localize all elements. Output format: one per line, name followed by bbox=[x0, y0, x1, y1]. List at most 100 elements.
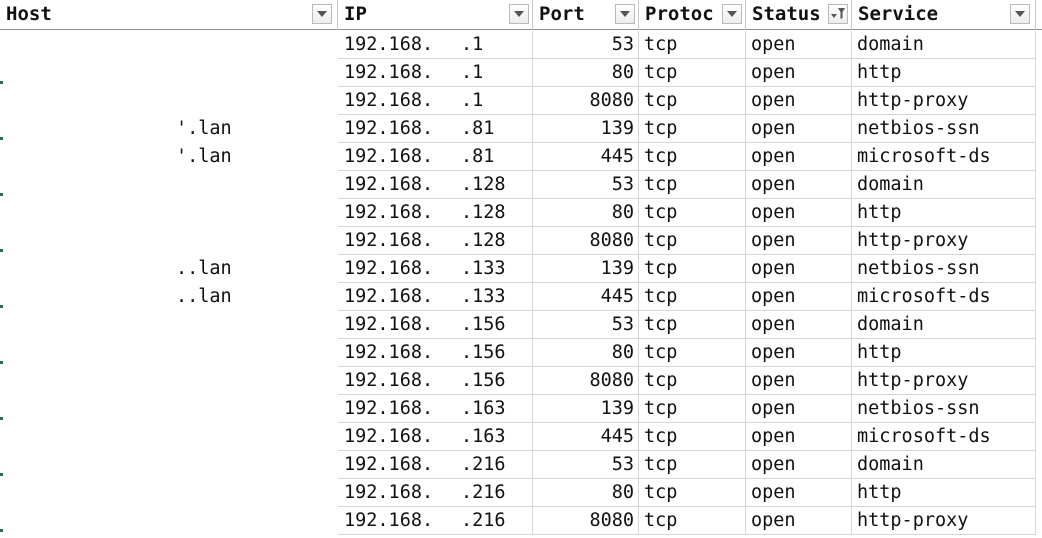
status-cell[interactable]: open bbox=[746, 31, 852, 59]
host-cell[interactable] bbox=[0, 339, 338, 367]
ip-cell[interactable]: 192.168. .216 bbox=[338, 479, 533, 507]
protocol-filter-button[interactable] bbox=[722, 4, 742, 24]
host-cell[interactable] bbox=[0, 171, 338, 199]
ip-cell[interactable]: 192.168. .156 bbox=[338, 339, 533, 367]
header-port[interactable]: Port bbox=[533, 0, 639, 30]
status-cell[interactable]: open bbox=[746, 367, 852, 395]
protocol-cell[interactable]: tcp bbox=[639, 367, 746, 395]
ip-cell[interactable]: 192.168. .81 bbox=[338, 143, 533, 171]
protocol-cell[interactable]: tcp bbox=[639, 283, 746, 311]
status-cell[interactable]: open bbox=[746, 423, 852, 451]
ip-cell[interactable]: 192.168. .1 bbox=[338, 31, 533, 59]
ip-cell[interactable]: 192.168. .128 bbox=[338, 227, 533, 255]
host-cell[interactable] bbox=[0, 227, 338, 255]
status-cell[interactable]: open bbox=[746, 115, 852, 143]
service-cell[interactable]: domain bbox=[852, 311, 1036, 339]
service-cell[interactable]: netbios-ssn bbox=[852, 255, 1036, 283]
header-status[interactable]: Status bbox=[746, 0, 852, 30]
protocol-cell[interactable]: tcp bbox=[639, 395, 746, 423]
protocol-cell[interactable]: tcp bbox=[639, 507, 746, 535]
protocol-cell[interactable]: tcp bbox=[639, 311, 746, 339]
service-filter-button[interactable] bbox=[1010, 4, 1030, 24]
port-filter-button[interactable] bbox=[615, 4, 635, 24]
ip-cell[interactable]: 192.168. .1 bbox=[338, 87, 533, 115]
ip-cell[interactable]: 192.168. .81 bbox=[338, 115, 533, 143]
service-cell[interactable]: netbios-ssn bbox=[852, 395, 1036, 423]
status-cell[interactable]: open bbox=[746, 339, 852, 367]
host-cell[interactable] bbox=[0, 507, 338, 535]
host-cell[interactable] bbox=[0, 199, 338, 227]
service-cell[interactable]: http-proxy bbox=[852, 227, 1036, 255]
service-cell[interactable]: microsoft-ds bbox=[852, 143, 1036, 171]
status-cell[interactable]: open bbox=[746, 479, 852, 507]
protocol-cell[interactable]: tcp bbox=[639, 115, 746, 143]
ip-cell[interactable]: 192.168. .156 bbox=[338, 311, 533, 339]
service-cell[interactable]: domain bbox=[852, 451, 1036, 479]
status-cell[interactable]: open bbox=[746, 59, 852, 87]
port-cell[interactable]: 80 bbox=[533, 59, 639, 87]
service-cell[interactable]: http bbox=[852, 339, 1036, 367]
protocol-cell[interactable]: tcp bbox=[639, 199, 746, 227]
port-cell[interactable]: 53 bbox=[533, 451, 639, 479]
ip-filter-button[interactable] bbox=[509, 4, 529, 24]
status-cell[interactable]: open bbox=[746, 171, 852, 199]
host-cell[interactable] bbox=[0, 451, 338, 479]
host-cell[interactable]: ..lan bbox=[0, 283, 338, 311]
port-cell[interactable]: 8080 bbox=[533, 227, 639, 255]
host-cell[interactable] bbox=[0, 395, 338, 423]
service-cell[interactable]: domain bbox=[852, 31, 1036, 59]
port-cell[interactable]: 445 bbox=[533, 423, 639, 451]
port-cell[interactable]: 445 bbox=[533, 143, 639, 171]
protocol-cell[interactable]: tcp bbox=[639, 171, 746, 199]
status-cell[interactable]: open bbox=[746, 311, 852, 339]
host-cell[interactable] bbox=[0, 367, 338, 395]
protocol-cell[interactable]: tcp bbox=[639, 255, 746, 283]
service-cell[interactable]: microsoft-ds bbox=[852, 283, 1036, 311]
host-filter-button[interactable] bbox=[312, 4, 332, 24]
service-cell[interactable]: http bbox=[852, 479, 1036, 507]
header-protocol[interactable]: Protoc bbox=[639, 0, 746, 30]
protocol-cell[interactable]: tcp bbox=[639, 423, 746, 451]
host-cell[interactable]: ..lan bbox=[0, 255, 338, 283]
port-cell[interactable]: 80 bbox=[533, 199, 639, 227]
status-cell[interactable]: open bbox=[746, 395, 852, 423]
host-cell[interactable] bbox=[0, 59, 338, 87]
port-cell[interactable]: 80 bbox=[533, 479, 639, 507]
ip-cell[interactable]: 192.168. .216 bbox=[338, 451, 533, 479]
port-cell[interactable]: 53 bbox=[533, 171, 639, 199]
protocol-cell[interactable]: tcp bbox=[639, 479, 746, 507]
ip-cell[interactable]: 192.168. .156 bbox=[338, 367, 533, 395]
protocol-cell[interactable]: tcp bbox=[639, 87, 746, 115]
host-cell[interactable] bbox=[0, 423, 338, 451]
service-cell[interactable]: http bbox=[852, 199, 1036, 227]
port-cell[interactable]: 139 bbox=[533, 255, 639, 283]
service-cell[interactable]: http bbox=[852, 59, 1036, 87]
port-cell[interactable]: 80 bbox=[533, 339, 639, 367]
status-cell[interactable]: open bbox=[746, 507, 852, 535]
status-cell[interactable]: open bbox=[746, 87, 852, 115]
ip-cell[interactable]: 192.168. .216 bbox=[338, 507, 533, 535]
status-cell[interactable]: open bbox=[746, 143, 852, 171]
protocol-cell[interactable]: tcp bbox=[639, 451, 746, 479]
service-cell[interactable]: http-proxy bbox=[852, 507, 1036, 535]
protocol-cell[interactable]: tcp bbox=[639, 227, 746, 255]
ip-cell[interactable]: 192.168. .128 bbox=[338, 171, 533, 199]
port-cell[interactable]: 8080 bbox=[533, 507, 639, 535]
host-cell[interactable] bbox=[0, 31, 338, 59]
ip-cell[interactable]: 192.168. .163 bbox=[338, 423, 533, 451]
header-host[interactable]: Host bbox=[0, 0, 338, 30]
protocol-cell[interactable]: tcp bbox=[639, 59, 746, 87]
header-ip[interactable]: IP bbox=[338, 0, 533, 30]
port-cell[interactable]: 53 bbox=[533, 31, 639, 59]
ip-cell[interactable]: 192.168. .1 bbox=[338, 59, 533, 87]
status-cell[interactable]: open bbox=[746, 451, 852, 479]
port-cell[interactable]: 139 bbox=[533, 115, 639, 143]
protocol-cell[interactable]: tcp bbox=[639, 31, 746, 59]
status-cell[interactable]: open bbox=[746, 255, 852, 283]
ip-cell[interactable]: 192.168. .133 bbox=[338, 255, 533, 283]
service-cell[interactable]: netbios-ssn bbox=[852, 115, 1036, 143]
port-cell[interactable]: 53 bbox=[533, 311, 639, 339]
protocol-cell[interactable]: tcp bbox=[639, 143, 746, 171]
service-cell[interactable]: http-proxy bbox=[852, 87, 1036, 115]
host-cell[interactable] bbox=[0, 311, 338, 339]
